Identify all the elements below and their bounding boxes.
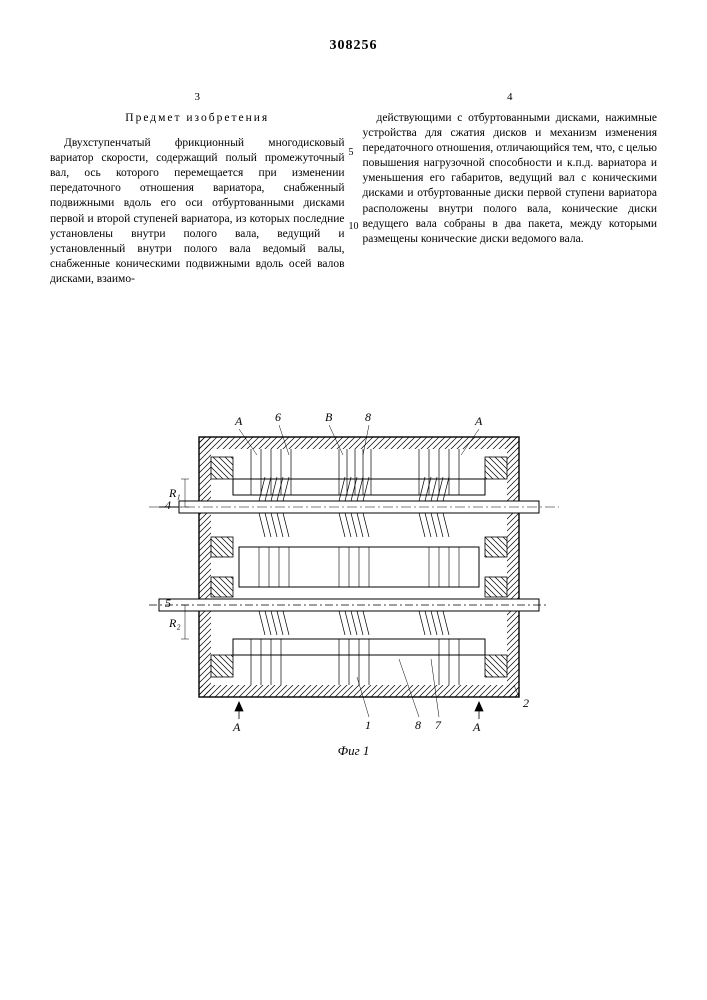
label-5: 5	[165, 596, 171, 610]
figure-caption: Фиг 1	[338, 743, 370, 759]
left-col-body: Двухступенчатый фрикционный многодисковы…	[50, 136, 345, 288]
label-4: 4	[165, 498, 171, 512]
right-col-body: действующими с отбуртованными дисками, н…	[363, 111, 658, 248]
label-A-top-left: A	[234, 414, 243, 428]
figure-svg: A 6 В 8 A 4 R₁ 5 R₂ 1 8 7 2 A A	[139, 407, 569, 737]
label-2: 2	[523, 696, 529, 710]
line-mark-5: 5	[349, 146, 354, 159]
text-columns: 3 Предмет изобретения Двухступенчатый фр…	[50, 90, 657, 287]
label-7: 7	[435, 718, 442, 732]
left-column: 3 Предмет изобретения Двухступенчатый фр…	[50, 90, 345, 287]
label-R1: R₁	[168, 486, 181, 500]
label-R2: R₂	[168, 616, 181, 630]
claim-title: Предмет изобретения	[50, 111, 345, 126]
right-col-number: 4	[363, 90, 658, 105]
document-number: 308256	[0, 38, 707, 54]
label-8-bottom: 8	[415, 718, 421, 732]
label-6: 6	[275, 410, 281, 424]
right-column: 5 10 4 действующими с отбуртованными дис…	[363, 90, 658, 287]
section-A-br: A	[472, 720, 481, 734]
left-col-number: 3	[50, 90, 345, 105]
figure-1: A 6 В 8 A 4 R₁ 5 R₂ 1 8 7 2 A A Фиг 1	[50, 407, 657, 759]
label-1: 1	[365, 718, 371, 732]
label-A-top-right: A	[474, 414, 483, 428]
label-B: В	[325, 410, 333, 424]
label-8-top: 8	[365, 410, 371, 424]
line-mark-10: 10	[349, 220, 359, 233]
section-A-bl: A	[232, 720, 241, 734]
